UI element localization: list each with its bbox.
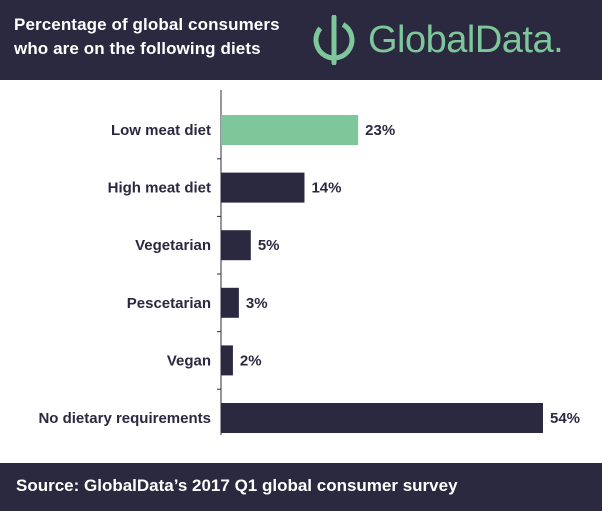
- category-label: Vegetarian: [135, 237, 211, 254]
- category-label: Pescetarian: [127, 295, 211, 312]
- data-label: 5%: [258, 237, 280, 254]
- bar: [221, 345, 233, 376]
- header-bar: Percentage of global consumers who are o…: [0, 0, 602, 80]
- data-label: 54%: [550, 410, 580, 427]
- bar: [221, 287, 239, 318]
- globaldata-logo: GlobalData.: [310, 14, 590, 66]
- data-label: 14%: [311, 180, 341, 197]
- brand-name: GlobalData.: [368, 18, 564, 61]
- bar-chart-svg: Low meat diet 23% High meat diet 14% Vegetar…: [38, 90, 580, 435]
- data-label: 23%: [365, 122, 395, 139]
- source-note: Source: GlobalData’s 2017 Q1 global cons…: [16, 476, 458, 495]
- bar-chart: Low meat diet 23% High meat diet 14% Vegetar…: [0, 80, 602, 460]
- globaldata-logo-icon: [313, 15, 355, 65]
- chart-title: Percentage of global consumers who are o…: [14, 13, 314, 61]
- bar: [221, 403, 543, 433]
- bar: [221, 115, 359, 145]
- category-label: Low meat diet: [111, 122, 211, 139]
- footer-bar: Source: GlobalData’s 2017 Q1 global cons…: [0, 463, 602, 511]
- category-label: Vegan: [167, 352, 211, 369]
- bar: [221, 172, 305, 203]
- category-label: No dietary requirements: [38, 410, 211, 427]
- chart-title-line-2: who are on the following diets: [14, 39, 261, 58]
- chart-title-line-1: Percentage of global consumers: [14, 15, 280, 34]
- bar: [221, 230, 251, 261]
- data-label: 3%: [246, 295, 268, 312]
- category-label: High meat diet: [108, 180, 211, 197]
- data-label: 2%: [240, 352, 262, 369]
